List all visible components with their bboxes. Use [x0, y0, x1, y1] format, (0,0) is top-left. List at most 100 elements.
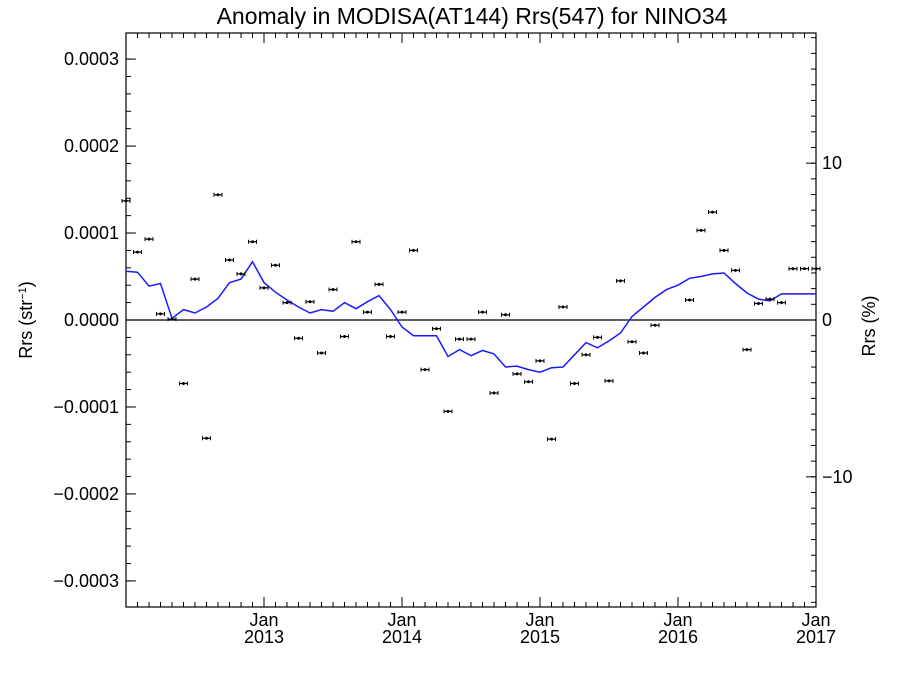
data-point-dot — [389, 335, 392, 339]
left-y-tick-label: 0.0001 — [64, 223, 119, 243]
data-point-dot — [159, 312, 162, 316]
x-tick-label-month: Jan — [249, 610, 278, 630]
data-point — [271, 263, 280, 268]
data-point — [581, 352, 591, 357]
data-point-dot — [596, 335, 599, 339]
data-point — [800, 266, 809, 271]
data-point-dot — [366, 310, 369, 314]
data-point — [650, 323, 660, 328]
left-y-tick-label: −0.0003 — [53, 571, 119, 591]
x-tick-label-month: Jan — [525, 610, 554, 630]
data-point-dot — [423, 368, 427, 372]
data-point-dot — [481, 310, 484, 314]
data-point — [696, 228, 706, 233]
data-point — [731, 268, 740, 273]
data-point-dot — [527, 380, 530, 384]
data-point-dot — [515, 372, 519, 376]
data-point — [420, 367, 430, 372]
data-point — [742, 347, 752, 352]
data-point — [765, 297, 775, 302]
left-y-axis: −0.0003 −0.0002 −0.0001 0.0000 0.0001 0.0002 0… — [53, 49, 136, 591]
data-point — [236, 271, 246, 276]
data-point — [547, 437, 556, 442]
data-point-dot — [446, 409, 450, 413]
data-point — [754, 301, 763, 306]
data-point — [328, 287, 338, 292]
data-point — [156, 311, 165, 316]
data-point — [397, 310, 407, 315]
data-point-dot — [124, 199, 128, 203]
left-y-axis-label-close: ) — [16, 281, 36, 287]
x-tick-label-month: Jan — [801, 610, 830, 630]
data-point-dot — [573, 381, 576, 385]
data-point-dot — [354, 240, 358, 244]
data-point-dot — [412, 248, 415, 252]
data-point-dot — [377, 282, 381, 286]
data-point — [466, 337, 476, 342]
data-point-dot — [803, 267, 806, 271]
data-point — [202, 436, 211, 441]
data-point — [811, 266, 821, 271]
data-point-dot — [711, 210, 714, 214]
data-point-dot — [400, 310, 404, 314]
data-point — [443, 409, 453, 414]
data-point — [489, 391, 499, 396]
data-point — [213, 192, 223, 197]
data-point — [305, 299, 315, 304]
data-point — [570, 381, 579, 386]
data-point — [133, 250, 142, 255]
data-point-dot — [745, 348, 749, 352]
smoothed-line-series — [125, 260, 816, 373]
left-y-tick-label: 0.0003 — [64, 49, 119, 69]
data-point — [535, 358, 545, 363]
data-point — [363, 310, 372, 315]
data-point-dot — [630, 340, 634, 344]
left-y-tick-label: 0.0000 — [64, 310, 119, 330]
data-point-dot — [228, 258, 231, 262]
data-point — [777, 300, 786, 305]
data-point-dot — [550, 437, 553, 441]
data-point — [685, 297, 694, 302]
data-point — [294, 336, 303, 341]
data-point — [708, 210, 717, 215]
data-point — [179, 381, 188, 386]
data-point — [144, 237, 154, 242]
data-point — [225, 257, 234, 262]
data-point — [167, 317, 177, 322]
data-point-dot — [607, 379, 611, 383]
data-point-dot — [147, 237, 151, 241]
x-tick-label-year: 2016 — [658, 627, 698, 647]
data-point-dot — [343, 335, 346, 339]
data-point — [409, 248, 418, 253]
data-point-dot — [136, 250, 139, 254]
left-y-tick-label: 0.0002 — [64, 136, 119, 156]
right-y-axis-label: Rrs (%) — [859, 296, 879, 357]
left-y-axis-label: Rrs (str−1) — [16, 281, 36, 359]
data-point-dot — [642, 351, 645, 355]
data-point-dot — [814, 267, 818, 271]
x-tick-label-year: 2013 — [244, 627, 284, 647]
data-point — [639, 351, 648, 356]
data-point-dot — [435, 327, 438, 331]
data-point — [386, 334, 395, 339]
data-point — [616, 278, 625, 283]
data-point — [478, 310, 487, 315]
data-point-dot — [504, 313, 507, 317]
data-point — [121, 198, 131, 203]
data-point-dot — [791, 267, 795, 271]
data-point — [512, 371, 522, 376]
data-point-dot — [274, 263, 277, 267]
data-point — [524, 379, 533, 384]
data-point — [604, 378, 614, 383]
data-point-dot — [538, 359, 542, 363]
data-point-dot — [239, 272, 243, 276]
right-y-axis: −10 0 10 — [806, 37, 853, 603]
data-point — [282, 300, 292, 305]
data-point-dot — [722, 248, 726, 252]
x-tick-label-month: Jan — [387, 610, 416, 630]
right-y-tick-label: 10 — [822, 153, 842, 173]
smoothed-line — [125, 260, 816, 373]
data-point-dot — [170, 317, 174, 321]
left-y-tick-label: −0.0001 — [53, 397, 119, 417]
